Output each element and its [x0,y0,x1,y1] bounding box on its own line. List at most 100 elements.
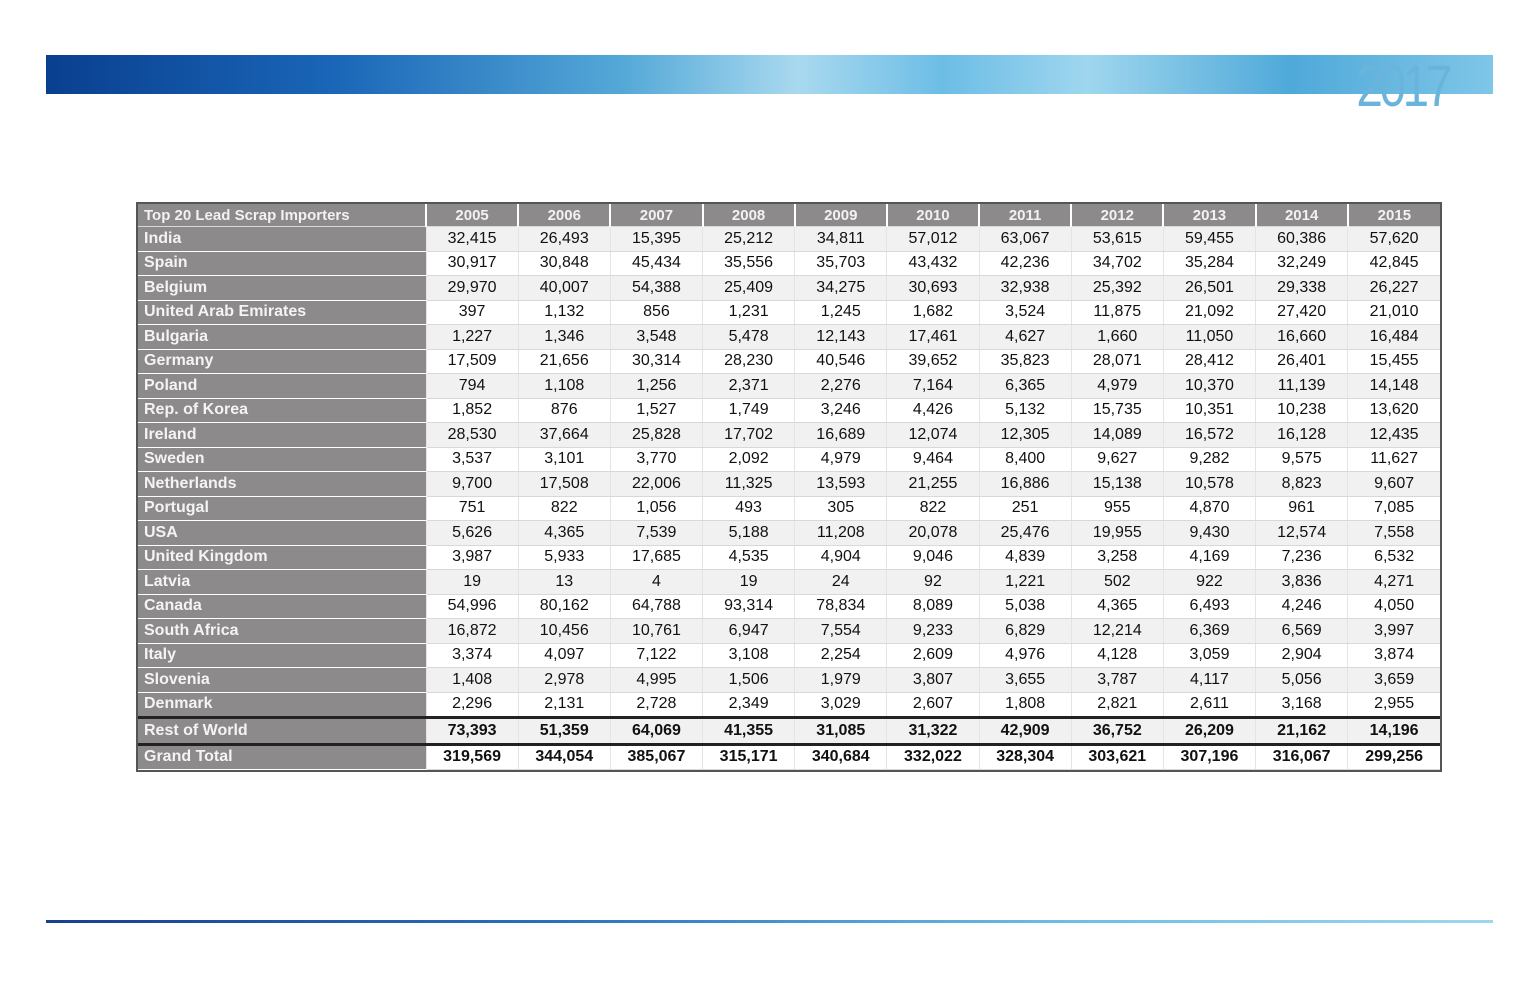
value-cell: 751 [425,496,519,521]
value-cell: 34,811 [794,226,887,252]
value-cell: 385,067 [609,742,703,770]
country-name: Poland [138,373,426,399]
value-cell: 60,386 [1255,226,1348,252]
table-row: Denmark 2,296 2,131 2,728 2,349 3,029 2,607 1,8… [138,692,1440,718]
value-cell: 7,554 [794,618,887,644]
value-cell: 316,067 [1255,742,1348,770]
value-cell: 17,461 [886,324,980,350]
value-cell: 922 [1162,569,1256,595]
value-cell: 64,788 [609,594,703,619]
table-row: Netherlands 9,700 17,508 22,006 11,325 13,593… [138,471,1440,497]
value-cell: 17,508 [517,471,611,497]
year-header: 2007 [609,204,703,227]
value-cell: 57,012 [886,226,980,252]
table-header: Top 20 Lead Scrap Importers 2005 2006 2007… [138,204,1440,227]
value-cell: 2,296 [425,692,519,718]
value-cell: 28,412 [1162,349,1256,374]
value-cell: 4 [609,569,703,595]
country-name: Latvia [138,569,426,595]
value-cell: 9,430 [1162,520,1256,546]
value-cell: 35,556 [702,251,795,276]
value-cell: 12,574 [1255,520,1348,546]
value-cell: 3,548 [609,324,703,350]
value-cell: 3,807 [886,667,980,693]
header-label: Top 20 Lead Scrap Importers [138,204,426,227]
value-cell: 307,196 [1162,742,1256,770]
value-cell: 21,010 [1347,300,1440,325]
year-header: 2009 [793,204,887,227]
value-cell: 1,660 [1070,324,1164,350]
value-cell: 6,493 [1162,594,1256,619]
value-cell: 10,238 [1255,398,1348,423]
value-cell: 2,607 [886,692,980,718]
value-cell: 15,138 [1070,471,1164,497]
value-cell: 19,955 [1070,520,1164,546]
value-cell: 10,351 [1162,398,1256,423]
value-cell: 5,056 [1255,667,1348,693]
value-cell: 11,050 [1162,324,1256,350]
value-cell: 315,171 [702,742,795,770]
country-name: Belgium [138,275,426,301]
value-cell: 26,493 [517,226,611,252]
value-cell: 2,978 [517,667,611,693]
value-cell: 13 [517,569,611,595]
value-cell: 6,569 [1255,618,1348,644]
table-row: Spain 30,917 30,848 45,434 35,556 35,703 43,43… [138,251,1440,276]
value-cell: 54,996 [425,594,519,619]
value-cell: 36,752 [1070,716,1164,745]
value-cell: 299,256 [1347,742,1440,770]
table-row: Grand Total 319,569 344,054 385,067 315,171 3… [138,742,1440,770]
country-name: Sweden [138,447,426,472]
table-row: India 32,415 26,493 15,395 25,212 34,811 57,01… [138,226,1440,252]
value-cell: 30,848 [517,251,611,276]
table-row: United Kingdom 3,987 5,933 17,685 4,535 4,904… [138,545,1440,570]
value-cell: 43,432 [886,251,980,276]
value-cell: 4,365 [1070,594,1164,619]
value-cell: 9,046 [886,545,980,570]
country-name: Italy [138,643,426,668]
value-cell: 78,834 [794,594,887,619]
country-name: Rest of World [138,716,426,745]
value-cell: 2,371 [702,373,795,399]
value-cell: 2,276 [794,373,887,399]
table-row: Poland 794 1,108 1,256 2,371 2,276 7,164 6,365 4… [138,373,1440,399]
value-cell: 73,393 [425,716,519,745]
value-cell: 92 [886,569,980,595]
table-row: Bulgaria 1,227 1,346 3,548 5,478 12,143 17,461… [138,324,1440,350]
value-cell: 64,069 [609,716,703,745]
value-cell: 4,097 [517,643,611,668]
value-cell: 3,655 [978,667,1072,693]
value-cell: 3,101 [517,447,611,472]
value-cell: 37,664 [517,422,611,448]
value-cell: 251 [978,496,1072,521]
year-header: 2010 [885,204,980,227]
value-cell: 12,214 [1070,618,1164,644]
value-cell: 8,400 [978,447,1072,472]
value-cell: 5,038 [978,594,1072,619]
value-cell: 21,255 [886,471,980,497]
value-cell: 328,304 [978,742,1072,770]
value-cell: 30,314 [609,349,703,374]
value-cell: 3,659 [1347,667,1440,693]
value-cell: 19 [425,569,519,595]
value-cell: 25,409 [702,275,795,301]
year-label: 2017 [1356,54,1452,119]
year-header: 2006 [517,204,611,227]
value-cell: 15,395 [609,226,703,252]
value-cell: 4,627 [978,324,1072,350]
year-header: 2005 [424,204,519,227]
country-name: Germany [138,349,426,374]
value-cell: 1,346 [517,324,611,350]
value-cell: 1,245 [794,300,887,325]
table-row: South Africa 16,872 10,456 10,761 6,947 7,554… [138,618,1440,644]
bottom-divider [46,920,1493,923]
value-cell: 16,128 [1255,422,1348,448]
value-cell: 4,426 [886,398,980,423]
value-cell: 340,684 [794,742,887,770]
country-name: Bulgaria [138,324,426,350]
value-cell: 26,401 [1255,349,1348,374]
value-cell: 26,227 [1347,275,1440,301]
value-cell: 3,258 [1070,545,1164,570]
value-cell: 6,947 [702,618,795,644]
